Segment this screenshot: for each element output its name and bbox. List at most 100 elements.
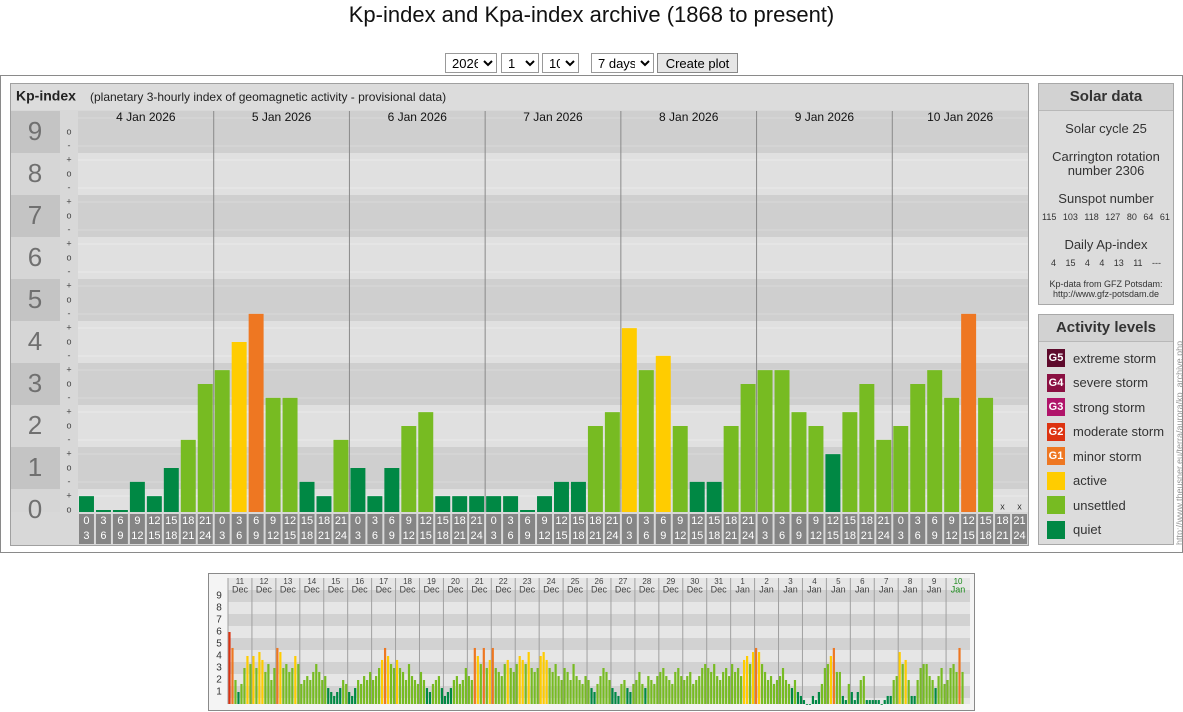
legend-swatch: G2: [1047, 422, 1065, 441]
bar: [787, 683, 791, 704]
day-label: 10 Jan 2026: [927, 110, 993, 124]
bar: [728, 676, 731, 704]
bar: [401, 671, 405, 704]
bar: [876, 439, 892, 512]
bar: [473, 647, 476, 704]
hour-label: 24: [742, 530, 754, 542]
bar: [375, 676, 378, 704]
legend-code: G5: [1048, 352, 1064, 364]
month-label: Dec: [519, 584, 536, 594]
day-label: 7 Jan 2026: [523, 110, 583, 124]
create-plot-button[interactable]: Create plot: [657, 53, 738, 73]
bar: [799, 695, 803, 704]
hour-label: 6: [524, 515, 530, 527]
month-label: Dec: [232, 584, 249, 594]
hour-label: 18: [979, 530, 991, 542]
y-sub-label: -: [68, 224, 71, 234]
source-url: http://www.gfz-potsdam.de: [1052, 289, 1160, 299]
ap-value: 11: [1133, 258, 1143, 268]
hour-box: [163, 514, 179, 544]
hour-label: 21: [335, 515, 347, 527]
bar: [892, 680, 895, 704]
bar: [656, 676, 659, 704]
hour-box: [180, 514, 196, 544]
band: [78, 195, 1028, 237]
hour-label: 24: [878, 530, 890, 542]
ap-value: 15: [1065, 258, 1076, 268]
bar: [931, 680, 934, 704]
bar: [621, 328, 637, 512]
bar: [413, 680, 417, 704]
hour-box: [638, 514, 654, 544]
bar: [748, 664, 752, 704]
bar: [288, 671, 291, 704]
y-tick-label: 0: [28, 494, 42, 524]
bar: [482, 647, 485, 704]
hour-label: 12: [538, 530, 550, 542]
hour-label: 3: [898, 530, 904, 542]
month-label: Dec: [567, 584, 584, 594]
bar: [231, 647, 234, 704]
bar: [243, 668, 246, 704]
day-select[interactable]: 10: [542, 53, 579, 73]
hour-box: [978, 514, 994, 544]
hour-label: 21: [606, 515, 618, 527]
y-sub-label: o: [66, 168, 71, 178]
hour-label: 21: [182, 530, 194, 542]
y-sub-label: -: [68, 266, 71, 276]
legend-item: G4 severe storm: [1047, 373, 1148, 393]
hour-label: 15: [301, 515, 313, 527]
bar: [240, 683, 243, 704]
hour-box: [808, 514, 824, 544]
bar: [146, 496, 162, 512]
bar: [886, 695, 889, 704]
sunspot-row: 115 103 118 127 80 64 61: [1039, 212, 1173, 222]
month-select[interactable]: 1: [501, 53, 539, 73]
month-label: Dec: [376, 584, 393, 594]
hour-label: 9: [253, 530, 259, 542]
hour-label: 9: [389, 530, 395, 542]
bar: [677, 668, 680, 704]
bar: [264, 671, 267, 704]
day-label: 6 Jan 2026: [388, 110, 448, 124]
legend-swatch: G1: [1047, 447, 1065, 465]
bar: [367, 496, 383, 512]
bar: [345, 683, 348, 704]
bar: [835, 671, 838, 704]
bar: [372, 680, 375, 704]
hour-label: 12: [810, 530, 822, 542]
legend-swatch: G4: [1047, 373, 1065, 392]
bar: [602, 668, 605, 704]
day-label: 12: [259, 577, 268, 586]
bar: [384, 468, 400, 512]
month-label: Dec: [328, 584, 345, 594]
period-select[interactable]: 7 days: [591, 53, 654, 73]
y-sub-label: +: [66, 280, 71, 290]
y-sub-label: +: [66, 238, 71, 248]
band: [228, 590, 970, 602]
hour-label: 21: [199, 515, 211, 527]
legend-label: active: [1073, 473, 1107, 488]
year-select[interactable]: 2026: [445, 53, 497, 73]
hour-box: [757, 514, 773, 544]
bar: [437, 676, 441, 704]
hour-label: 12: [131, 530, 143, 542]
bar: [446, 692, 450, 704]
hour-box: [248, 514, 264, 544]
bar: [470, 680, 473, 704]
bar: [877, 700, 880, 704]
hour-label: 18: [844, 530, 856, 542]
y-tick-label: 7: [28, 200, 42, 230]
bar: [808, 426, 824, 512]
bar: [291, 668, 294, 704]
band: [228, 614, 970, 626]
bar: [339, 688, 342, 704]
hour-label: 12: [691, 515, 703, 527]
hour-label: 3: [779, 515, 785, 527]
hour-label: 21: [318, 530, 330, 542]
y-sub-label: o: [66, 336, 71, 346]
solar-panel: Solar data Solar cycle 25 Carrington rot…: [1038, 83, 1174, 305]
bar: [435, 496, 451, 512]
bar: [95, 510, 111, 512]
bar: [763, 671, 767, 704]
